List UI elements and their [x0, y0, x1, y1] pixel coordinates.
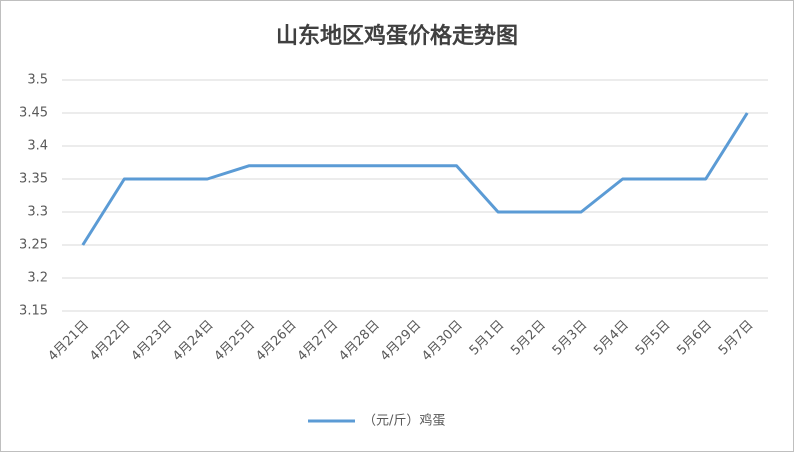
y-tick-label: 3.15 [19, 304, 48, 319]
y-tick-label: 3.25 [19, 238, 48, 253]
y-tick-label: 3.5 [27, 73, 48, 88]
y-tick-label: 3.45 [19, 106, 48, 121]
chart-title: 山东地区鸡蛋价格走势图 [276, 23, 518, 49]
y-tick-label: 3.4 [27, 139, 48, 154]
data-line [81, 112, 749, 246]
legend-label: （元/斤）鸡蛋 [363, 413, 445, 429]
y-tick-label: 3.2 [27, 271, 48, 286]
y-tick-label: 3.35 [19, 172, 48, 187]
y-tick-label: 3.3 [27, 205, 48, 220]
